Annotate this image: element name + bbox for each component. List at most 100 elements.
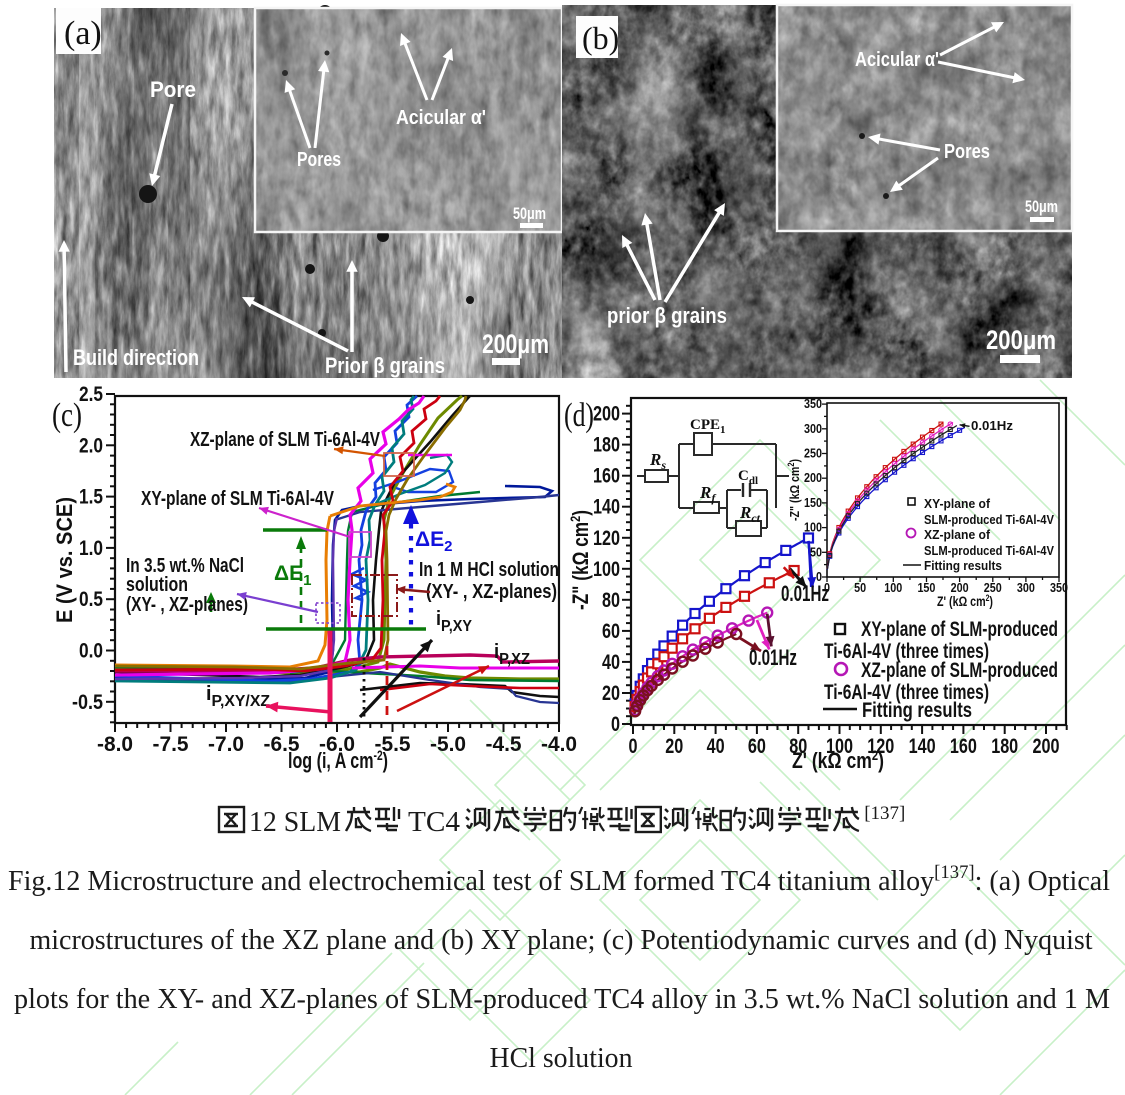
svg-text:160: 160 bbox=[950, 735, 977, 758]
svg-text:iP,XZ: iP,XZ bbox=[494, 641, 530, 668]
svg-text:200: 200 bbox=[1033, 735, 1060, 758]
svg-text:Acicular α': Acicular α' bbox=[855, 49, 939, 71]
svg-text:Cdl: Cdl bbox=[738, 468, 758, 487]
svg-text:0.01Hz: 0.01Hz bbox=[971, 418, 1013, 433]
svg-text:(XY- , XZ-planes): (XY- , XZ-planes) bbox=[126, 594, 248, 616]
svg-text:(a): (a) bbox=[64, 15, 102, 52]
svg-text:50: 50 bbox=[854, 580, 866, 595]
svg-text:200: 200 bbox=[593, 403, 620, 426]
svg-text:350: 350 bbox=[804, 396, 822, 411]
svg-text:TC4: TC4 bbox=[408, 806, 460, 838]
svg-text:60: 60 bbox=[602, 620, 620, 643]
svg-text:-Z" (kΩ cm2): -Z" (kΩ cm2) bbox=[567, 510, 593, 610]
svg-text:-7.5: -7.5 bbox=[153, 733, 189, 756]
svg-text:1.5: 1.5 bbox=[79, 486, 103, 509]
svg-text:0.0: 0.0 bbox=[79, 640, 103, 663]
svg-text:E (V vs. SCE): E (V vs. SCE) bbox=[52, 497, 77, 623]
svg-text:HCl solution: HCl solution bbox=[490, 1043, 633, 1074]
svg-text:180: 180 bbox=[991, 735, 1018, 758]
svg-text:100: 100 bbox=[804, 520, 822, 535]
svg-text:160: 160 bbox=[593, 465, 620, 488]
svg-text:Fitting results: Fitting results bbox=[862, 699, 972, 722]
svg-text:350: 350 bbox=[1050, 580, 1068, 595]
svg-text:100: 100 bbox=[884, 580, 902, 595]
svg-text:(b): (b) bbox=[582, 20, 619, 56]
svg-text:200μm: 200μm bbox=[986, 325, 1056, 355]
svg-text:50μm: 50μm bbox=[513, 204, 546, 223]
svg-text:40: 40 bbox=[602, 651, 620, 674]
svg-text:iP,XY: iP,XY bbox=[436, 608, 472, 635]
svg-text:-5.0: -5.0 bbox=[430, 733, 466, 756]
svg-text:140: 140 bbox=[909, 735, 936, 758]
svg-text:140: 140 bbox=[593, 496, 620, 519]
svg-text:120: 120 bbox=[867, 735, 894, 758]
svg-text:20: 20 bbox=[602, 682, 620, 705]
svg-text:150: 150 bbox=[917, 580, 935, 595]
svg-text:12 SLM: 12 SLM bbox=[249, 806, 341, 838]
svg-text:Build direction: Build direction bbox=[73, 345, 199, 370]
svg-text:(d): (d) bbox=[564, 397, 594, 434]
svg-text:Acicular α': Acicular α' bbox=[396, 107, 486, 129]
svg-text:XZ-plane of SLM-produced: XZ-plane of SLM-produced bbox=[861, 659, 1058, 682]
svg-text:Z' (kΩ cm2): Z' (kΩ cm2) bbox=[792, 747, 884, 773]
svg-text:250: 250 bbox=[804, 446, 822, 461]
svg-text:(c): (c) bbox=[52, 397, 82, 434]
svg-text:iP,XY/XZ: iP,XY/XZ bbox=[206, 683, 270, 710]
svg-text:200: 200 bbox=[804, 470, 822, 485]
svg-text:0.5: 0.5 bbox=[79, 588, 103, 611]
svg-text:Pores: Pores bbox=[944, 141, 990, 163]
svg-text:Rs: Rs bbox=[649, 450, 666, 472]
svg-text:80: 80 bbox=[789, 735, 807, 758]
svg-text:80: 80 bbox=[602, 589, 620, 612]
svg-text:Z' (kΩ cm2): Z' (kΩ cm2) bbox=[937, 593, 993, 609]
svg-text:XY-plane of SLM Ti-6Al-4V: XY-plane of SLM Ti-6Al-4V bbox=[141, 488, 335, 510]
svg-text:XZ-plane of SLM Ti-6Al-4V: XZ-plane of SLM Ti-6Al-4V bbox=[190, 429, 380, 451]
svg-text:50: 50 bbox=[810, 544, 822, 559]
svg-text:XZ-plane of: XZ-plane of bbox=[924, 527, 991, 542]
svg-text:Fig.12 Microstructure and elec: Fig.12 Microstructure and electrochemica… bbox=[8, 862, 1110, 897]
svg-text:plots for the XY- and XZ-plane: plots for the XY- and XZ-planes of SLM-p… bbox=[14, 984, 1110, 1015]
svg-text:-Z" (kΩ cm2): -Z" (kΩ cm2) bbox=[786, 459, 802, 521]
svg-text:-6.0: -6.0 bbox=[319, 733, 355, 756]
svg-text:ΔE1: ΔE1 bbox=[274, 562, 311, 589]
svg-text:solution: solution bbox=[126, 574, 188, 596]
svg-text:250: 250 bbox=[984, 580, 1002, 595]
svg-text:-4.0: -4.0 bbox=[541, 733, 577, 756]
svg-text:60: 60 bbox=[748, 735, 766, 758]
svg-text:-7.0: -7.0 bbox=[208, 733, 244, 756]
svg-text:180: 180 bbox=[593, 434, 620, 457]
svg-text:Ti-6Al-4V (three times): Ti-6Al-4V (three times) bbox=[824, 681, 989, 704]
svg-text:-6.5: -6.5 bbox=[264, 733, 300, 756]
svg-text:2.0: 2.0 bbox=[79, 434, 103, 457]
svg-text:log (i, A cm-2): log (i, A cm-2) bbox=[288, 747, 388, 773]
svg-text:0: 0 bbox=[611, 713, 620, 736]
svg-text:In 3.5 wt.% NaCl: In 3.5 wt.% NaCl bbox=[126, 555, 244, 577]
svg-text:0: 0 bbox=[816, 569, 822, 584]
svg-text:100: 100 bbox=[593, 558, 620, 581]
svg-text:300: 300 bbox=[804, 421, 822, 436]
svg-text:Prior β grains: Prior β grains bbox=[325, 353, 445, 378]
svg-text:120: 120 bbox=[593, 527, 620, 550]
svg-text:Pore: Pore bbox=[150, 77, 196, 102]
svg-text:CPE1: CPE1 bbox=[690, 417, 726, 436]
svg-text:0: 0 bbox=[629, 735, 638, 758]
svg-text:-8.0: -8.0 bbox=[97, 733, 133, 756]
svg-text:Fitting results: Fitting results bbox=[924, 558, 1002, 573]
svg-text:[137]: [137] bbox=[864, 803, 905, 824]
svg-text:0.01Hz: 0.01Hz bbox=[781, 581, 829, 606]
svg-text:ΔE2: ΔE2 bbox=[415, 528, 452, 555]
svg-text:-0.5: -0.5 bbox=[72, 691, 103, 714]
svg-text:prior β grains: prior β grains bbox=[607, 303, 727, 328]
svg-text:microstructures of the XZ plan: microstructures of the XZ plane and (b) … bbox=[30, 925, 1093, 956]
svg-text:SLM-produced Ti-6Al-4V: SLM-produced Ti-6Al-4V bbox=[924, 543, 1054, 558]
svg-text:Rct: Rct bbox=[739, 503, 761, 525]
svg-text:0: 0 bbox=[824, 580, 830, 595]
svg-text:20: 20 bbox=[665, 735, 683, 758]
svg-text:300: 300 bbox=[1017, 580, 1035, 595]
svg-text:2.5: 2.5 bbox=[79, 383, 103, 406]
svg-text:XY-plane of SLM-produced: XY-plane of SLM-produced bbox=[861, 618, 1058, 641]
svg-text:-4.5: -4.5 bbox=[486, 733, 522, 756]
svg-text:(XY- , XZ-planes): (XY- , XZ-planes) bbox=[426, 581, 557, 603]
svg-text:50μm: 50μm bbox=[1025, 197, 1058, 216]
svg-text:40: 40 bbox=[707, 735, 725, 758]
